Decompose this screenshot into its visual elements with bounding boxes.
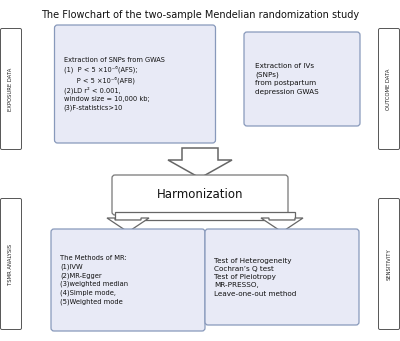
FancyBboxPatch shape <box>0 198 22 329</box>
FancyBboxPatch shape <box>112 175 288 215</box>
FancyBboxPatch shape <box>378 198 400 329</box>
Text: Harmonization: Harmonization <box>157 189 243 202</box>
FancyBboxPatch shape <box>244 32 360 126</box>
Polygon shape <box>261 218 303 232</box>
Polygon shape <box>168 148 232 178</box>
FancyBboxPatch shape <box>378 29 400 149</box>
Text: Extraction of SNPs from GWAS
(1)  P < 5 ×10⁻⁶(AFS);
      P < 5 ×10⁻⁶(AFB)
(2)LD: Extraction of SNPs from GWAS (1) P < 5 ×… <box>64 57 164 111</box>
Text: Extraction of IVs
(SNPs)
from postpartum
depression GWAS: Extraction of IVs (SNPs) from postpartum… <box>255 63 319 94</box>
Text: TSMR ANALYSIS: TSMR ANALYSIS <box>8 243 14 284</box>
Text: Test of Heterogeneity
Cochran’s Q test
Test of Pleiotropy
MR-PRESSO,
Leave-one-o: Test of Heterogeneity Cochran’s Q test T… <box>214 257 296 297</box>
Text: SENSITIVITY: SENSITIVITY <box>386 248 392 280</box>
Text: OUTCOME DATA: OUTCOME DATA <box>386 68 392 110</box>
Bar <box>115 212 295 220</box>
Text: The Flowchart of the two-sample Mendelian randomization study: The Flowchart of the two-sample Mendelia… <box>41 10 359 20</box>
FancyBboxPatch shape <box>0 29 22 149</box>
FancyBboxPatch shape <box>54 25 216 143</box>
Text: EXPOSURE DATA: EXPOSURE DATA <box>8 67 14 111</box>
Text: The Methods of MR:
(1)IVW
(2)MR-Egger
(3)weighted median
(4)Simple mode,
(5)Weig: The Methods of MR: (1)IVW (2)MR-Egger (3… <box>60 255 128 305</box>
Polygon shape <box>107 218 149 232</box>
FancyBboxPatch shape <box>51 229 205 331</box>
FancyBboxPatch shape <box>205 229 359 325</box>
